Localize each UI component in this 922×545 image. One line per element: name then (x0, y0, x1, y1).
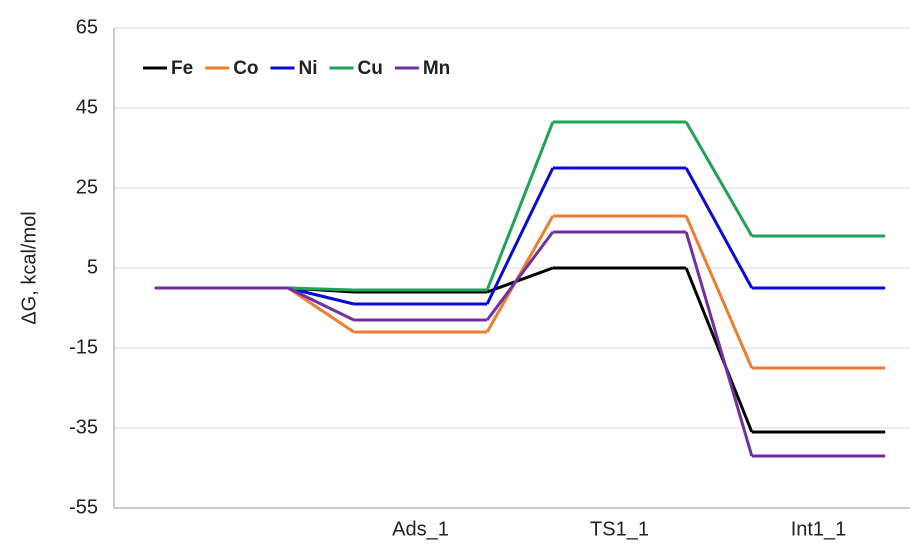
x-tick-label: Ads_1 (392, 518, 449, 540)
connector (287, 286, 355, 334)
connector (485, 231, 555, 321)
y-tick-label: -35 (69, 416, 98, 438)
connector (485, 167, 555, 305)
connector (684, 215, 754, 369)
connector (684, 231, 754, 457)
connector (684, 267, 754, 433)
connector (288, 286, 354, 292)
connector (485, 121, 555, 291)
y-tick-label: 5 (87, 256, 98, 278)
connector (486, 266, 554, 294)
series (154, 266, 886, 434)
y-tick-label: -55 (69, 496, 98, 518)
legend-label: Fe (171, 58, 193, 79)
series (154, 214, 886, 370)
connector (287, 286, 355, 306)
legend-label: Mn (423, 58, 450, 79)
y-axis-label: ΔG, kcal/mol (18, 211, 40, 324)
x-tick-label: TS1_1 (590, 518, 649, 540)
connector (684, 121, 754, 237)
legend-label: Cu (358, 58, 383, 79)
legend-label: Co (233, 58, 258, 79)
x-tick-label: Int1_1 (791, 518, 847, 540)
y-tick-label: 25 (76, 176, 98, 198)
legend-label: Ni (299, 58, 318, 79)
series (154, 120, 886, 292)
connector (287, 286, 355, 322)
y-tick-label: 65 (76, 16, 98, 38)
y-tick-label: 45 (76, 96, 98, 118)
connector (684, 167, 754, 289)
series (154, 230, 886, 458)
y-tick-label: -15 (69, 336, 98, 358)
